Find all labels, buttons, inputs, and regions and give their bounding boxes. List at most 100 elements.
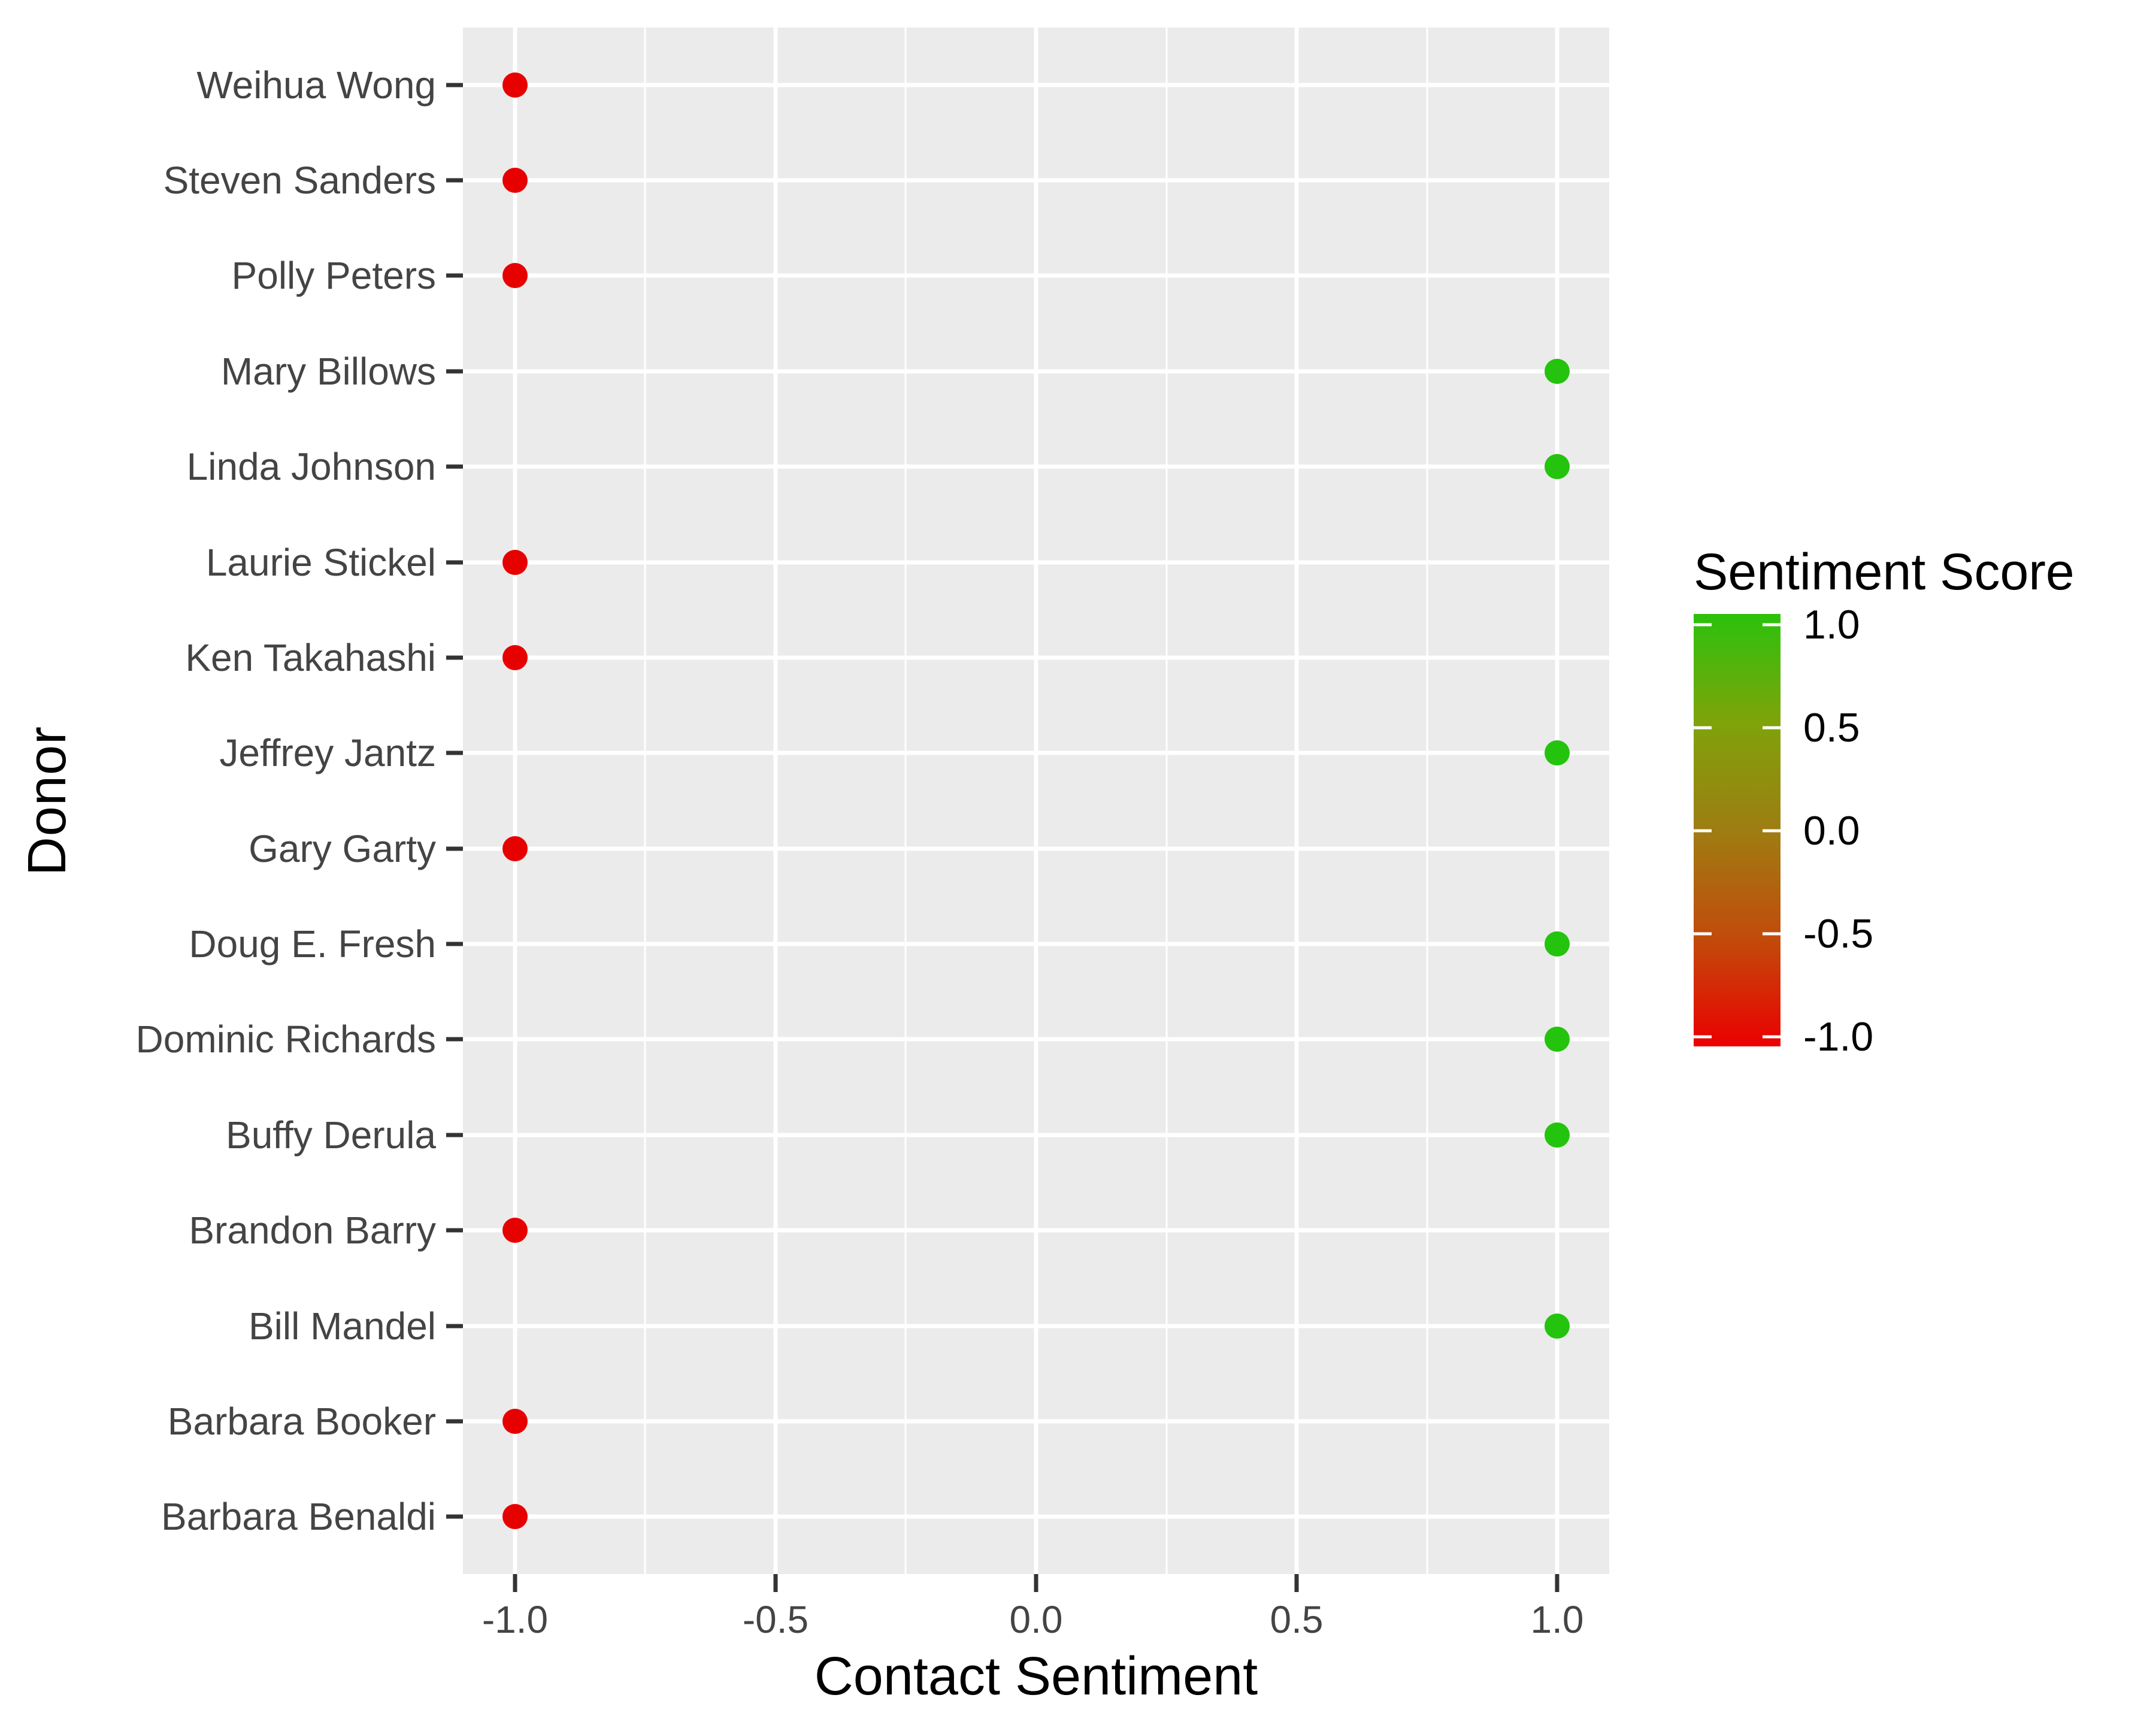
y-axis-tick-mark [446,369,463,374]
y-axis-tick-mark [446,560,463,565]
gridline-horizontal-major [463,1228,1609,1233]
y-tick-label: Steven Sanders [163,159,436,202]
legend-tick-mark [1694,623,1712,627]
plot-panel [463,28,1609,1574]
y-axis-tick-mark [446,1324,463,1328]
y-tick-label: Brandon Barry [189,1209,436,1252]
legend-tick-mark [1694,1035,1712,1039]
data-point [502,1504,528,1530]
legend-tick-mark [1763,932,1780,936]
x-tick-label: -1.0 [482,1598,549,1641]
gridline-horizontal-major [463,1324,1609,1328]
x-axis: -1.0 -0.5 0.0 0.5 1.0 [463,1574,1609,1670]
gridline-horizontal-major [463,273,1609,278]
y-axis-tick-mark [446,83,463,87]
y-axis-tick-mark [446,464,463,469]
y-tick-label: Gary Garty [249,827,436,870]
legend: Sentiment Score 1.0 0.5 0.0 -0.5 -1.0 [1694,543,2075,1057]
gridline-horizontal-major [463,750,1609,755]
gridline-horizontal-major [463,655,1609,660]
legend-tick-mark [1763,623,1780,627]
legend-title: Sentiment Score [1694,543,2075,601]
legend-tick-label: 1.0 [1803,602,1860,647]
y-axis-tick-mark [446,1228,463,1233]
legend-tick-label: 0.5 [1803,705,1860,750]
x-axis-tick-mark [1555,1574,1560,1592]
legend-tick-label: 0.0 [1803,808,1860,854]
data-point [502,549,528,575]
y-tick-label: Buffy Derula [226,1113,436,1157]
legend-tick-mark [1763,726,1780,730]
y-tick-label: Jeffrey Jantz [219,731,436,775]
x-tick-label: 0.0 [1009,1598,1063,1641]
y-axis-tick-mark [446,846,463,851]
data-point [502,836,528,861]
y-tick-label: Ken Takahashi [185,635,436,679]
legend-tick-label: -0.5 [1803,911,1874,957]
gridline-vertical-major [773,28,778,1574]
data-point [1545,1027,1570,1052]
gridline-horizontal-major [463,1133,1609,1137]
gridline-horizontal-major [463,178,1609,183]
y-axis-tick-mark [446,655,463,660]
gridline-horizontal-major [463,560,1609,565]
x-tick-label: 1.0 [1530,1598,1584,1641]
data-point [1545,358,1570,384]
gridline-vertical-major [1294,28,1299,1574]
y-tick-label: Weihua Wong [196,63,436,107]
y-axis-tick-mark [446,1514,463,1519]
x-axis-tick-mark [1294,1574,1299,1592]
data-point [1545,1122,1570,1148]
legend-tick-mark [1694,726,1712,730]
y-tick-label: Barbara Benaldi [161,1495,436,1539]
y-axis-tick-mark [446,942,463,946]
data-point [1545,931,1570,957]
gridline-horizontal-major [463,369,1609,374]
legend-tick-mark [1694,932,1712,936]
y-tick-label: Barbara Booker [167,1399,436,1443]
data-point [502,1218,528,1243]
gridline-horizontal-major [463,1514,1609,1519]
gridline-horizontal-major [463,846,1609,851]
legend-tick-mark [1763,829,1780,833]
data-point [502,1408,528,1434]
y-tick-label: Laurie Stickel [205,540,436,584]
y-tick-label: Bill Mandel [248,1304,436,1348]
x-axis-tick-mark [1034,1574,1038,1592]
legend-tick-mark [1763,1035,1780,1039]
data-point [502,72,528,98]
y-axis-tick-mark [446,1133,463,1137]
y-axis: Weihua Wong Steven Sanders Polly Peters Mar… [0,28,463,1574]
gridline-vertical-minor [904,28,907,1574]
y-axis-tick-mark [446,750,463,755]
gridline-vertical-major [1555,28,1560,1574]
gridline-horizontal-major [463,1037,1609,1042]
data-point [502,263,528,289]
gridline-horizontal-major [463,1419,1609,1424]
gridline-horizontal-major [463,942,1609,946]
gridline-horizontal-major [463,83,1609,87]
data-point [502,644,528,670]
y-tick-label: Mary Billows [220,349,436,393]
data-point [502,168,528,193]
y-axis-title: Donor [17,28,78,1574]
data-point [1545,1313,1570,1339]
legend-gradient-bar: 1.0 0.5 0.0 -0.5 -1.0 [1694,604,1873,1057]
y-tick-label: Polly Peters [231,254,436,298]
legend-tick-label: -1.0 [1803,1014,1874,1060]
gridline-vertical-minor [1426,28,1428,1574]
y-axis-tick-mark [446,178,463,183]
data-point [1545,740,1570,766]
data-point [1545,454,1570,480]
gridline-vertical-major [1034,28,1038,1574]
x-tick-label: -0.5 [742,1598,809,1641]
x-axis-title: Contact Sentiment [814,1647,1258,1706]
y-tick-label: Doug E. Fresh [189,922,436,966]
y-axis-tick-mark [446,273,463,278]
gridline-vertical-minor [1165,28,1167,1574]
y-tick-label: Dominic Richards [135,1018,436,1061]
y-axis-tick-mark [446,1419,463,1424]
gridline-vertical-major [513,28,517,1574]
gridline-vertical-minor [644,28,646,1574]
